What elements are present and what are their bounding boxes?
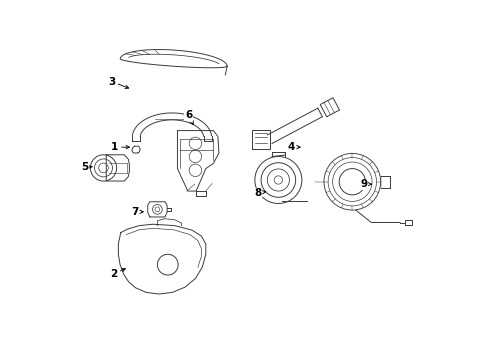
Text: 3: 3 bbox=[107, 77, 128, 89]
Text: 1: 1 bbox=[111, 142, 129, 152]
Text: 4: 4 bbox=[287, 142, 300, 152]
Text: 9: 9 bbox=[360, 179, 370, 189]
Text: 7: 7 bbox=[131, 207, 143, 217]
Text: 8: 8 bbox=[253, 188, 265, 198]
Text: 6: 6 bbox=[184, 110, 193, 125]
Text: 5: 5 bbox=[81, 162, 92, 172]
Text: 2: 2 bbox=[110, 269, 125, 279]
